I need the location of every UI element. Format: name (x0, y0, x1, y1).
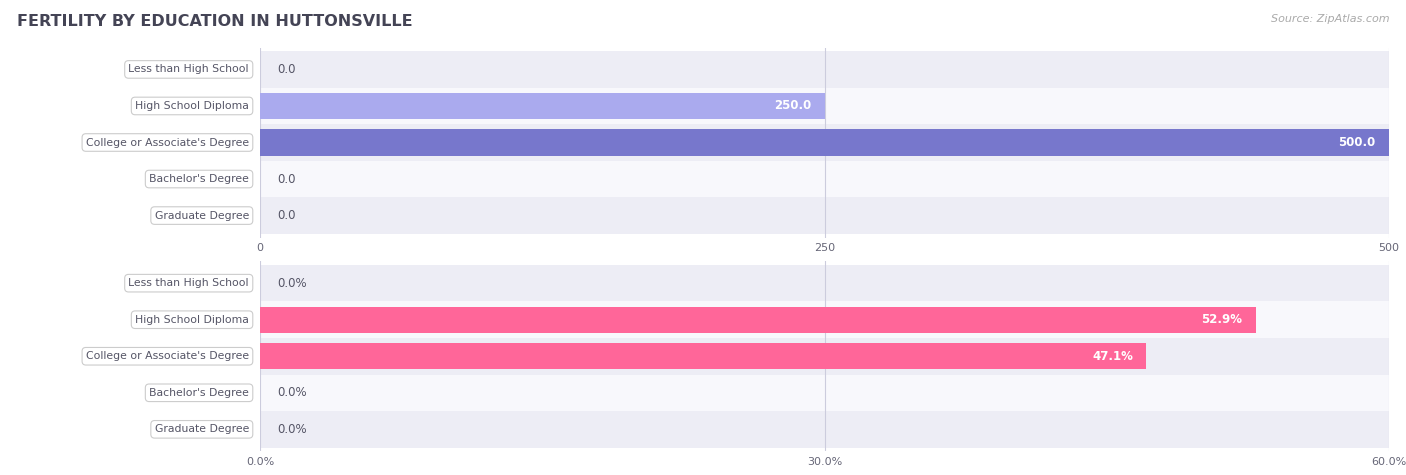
Bar (260, 88, 1389, 124)
Text: 0.0: 0.0 (277, 63, 295, 76)
Text: College or Associate's Degree: College or Associate's Degree (86, 351, 249, 361)
Text: Bachelor's Degree: Bachelor's Degree (149, 388, 249, 398)
Text: College or Associate's Degree: College or Associate's Degree (86, 137, 249, 148)
Bar (260, 129, 1389, 156)
Text: 47.1%: 47.1% (1092, 350, 1133, 363)
Text: 0.0%: 0.0% (277, 386, 307, 399)
Bar (260, 343, 1146, 370)
Text: 0.0%: 0.0% (277, 423, 307, 436)
Bar (260, 338, 1389, 374)
Bar (260, 265, 1389, 302)
Bar (260, 374, 1389, 411)
Text: 0.0: 0.0 (277, 209, 295, 222)
Text: 0.0%: 0.0% (277, 276, 307, 290)
Bar (260, 124, 1389, 161)
Text: 52.9%: 52.9% (1201, 313, 1241, 326)
Text: Bachelor's Degree: Bachelor's Degree (149, 174, 249, 184)
Text: Graduate Degree: Graduate Degree (155, 210, 249, 220)
Text: Less than High School: Less than High School (128, 65, 249, 75)
Text: 250.0: 250.0 (773, 99, 811, 113)
Text: FERTILITY BY EDUCATION IN HUTTONSVILLE: FERTILITY BY EDUCATION IN HUTTONSVILLE (17, 14, 412, 29)
Bar (260, 51, 1389, 88)
Text: 500.0: 500.0 (1339, 136, 1375, 149)
Text: 0.0: 0.0 (277, 172, 295, 186)
Bar (260, 161, 1389, 197)
Text: High School Diploma: High School Diploma (135, 315, 249, 325)
Text: Source: ZipAtlas.com: Source: ZipAtlas.com (1271, 14, 1389, 24)
Text: Graduate Degree: Graduate Degree (155, 424, 249, 434)
Bar (260, 197, 1389, 234)
Bar (260, 306, 1256, 333)
Bar (260, 302, 1389, 338)
Bar (260, 93, 824, 119)
Text: High School Diploma: High School Diploma (135, 101, 249, 111)
Bar (260, 411, 1389, 447)
Text: Less than High School: Less than High School (128, 278, 249, 288)
